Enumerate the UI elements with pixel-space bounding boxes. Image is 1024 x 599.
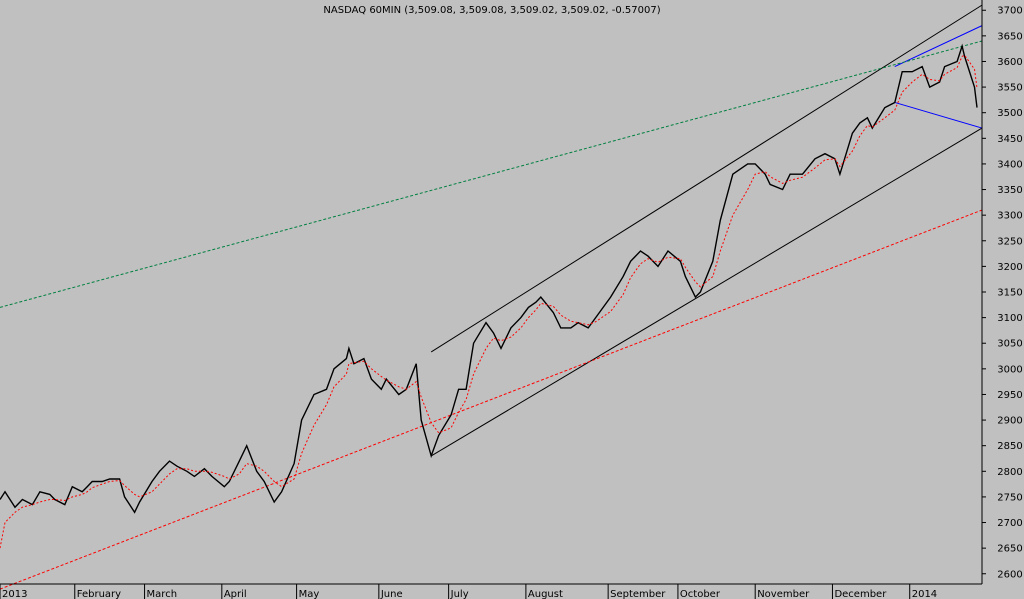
y-tick-label-3650: 3650 [997, 31, 1022, 42]
x-tick-label-0: 2013 [2, 589, 27, 599]
trendline-2 [894, 25, 983, 68]
y-tick-label-3250: 3250 [997, 236, 1022, 247]
y-tick-label-3400: 3400 [997, 159, 1022, 170]
x-axis: 2013 February March April May June July August S… [0, 584, 937, 599]
trendline-layer [0, 4, 983, 590]
y-tick-label-3300: 3300 [997, 211, 1022, 222]
y-tick-label-3150: 3150 [997, 288, 1022, 299]
y-axis: 2600 2650 2700 2750 2800 2850 2900 2950 3000 3050… [982, 6, 1023, 580]
x-tick-label-6: July [450, 589, 469, 599]
x-tick-label-4: May [299, 589, 320, 599]
x-tick-label-12: 2014 [912, 589, 937, 599]
y-tick-label-3100: 3100 [997, 313, 1022, 324]
y-tick-label-3350: 3350 [997, 185, 1022, 196]
y-tick-label-3200: 3200 [997, 262, 1022, 273]
y-tick-label-2700: 2700 [997, 518, 1022, 529]
series-line-0 [0, 43, 978, 514]
y-tick-label-2800: 2800 [997, 467, 1022, 478]
trendline-3 [894, 101, 983, 129]
y-tick-label-3450: 3450 [997, 134, 1022, 145]
x-tick-label-2: March [147, 589, 177, 599]
x-tick-label-3: April [224, 589, 247, 599]
y-tick-label-3500: 3500 [997, 108, 1022, 119]
y-tick-label-2650: 2650 [997, 544, 1022, 555]
x-tick-label-8: September [610, 589, 666, 599]
y-tick-label-3050: 3050 [997, 339, 1022, 350]
y-tick-label-3600: 3600 [997, 57, 1022, 68]
y-tick-label-3700: 3700 [997, 6, 1022, 17]
x-tick-label-10: November [757, 589, 810, 599]
x-tick-label-1: February [77, 589, 121, 599]
y-tick-label-2600: 2600 [997, 569, 1022, 580]
y-tick-label-3550: 3550 [997, 83, 1022, 94]
trendline-4 [0, 40, 983, 308]
trendline-0 [430, 127, 983, 457]
trendline-5 [0, 209, 983, 590]
y-tick-label-2850: 2850 [997, 441, 1022, 452]
x-tick-label-11: December [834, 589, 887, 599]
trendline-1 [430, 4, 983, 353]
y-tick-label-2950: 2950 [997, 390, 1022, 401]
y-tick-label-2900: 2900 [997, 416, 1022, 427]
x-tick-label-7: August [528, 589, 563, 599]
chart-title: NASDAQ 60MIN (3,509.08, 3,509.08, 3,509.… [323, 5, 660, 16]
x-tick-label-5: June [380, 589, 403, 599]
y-tick-label-3000: 3000 [997, 364, 1022, 375]
x-tick-label-9: October [680, 589, 721, 599]
series-layer [0, 43, 978, 549]
y-tick-label-2750: 2750 [997, 492, 1022, 503]
series-line-1 [0, 54, 978, 549]
